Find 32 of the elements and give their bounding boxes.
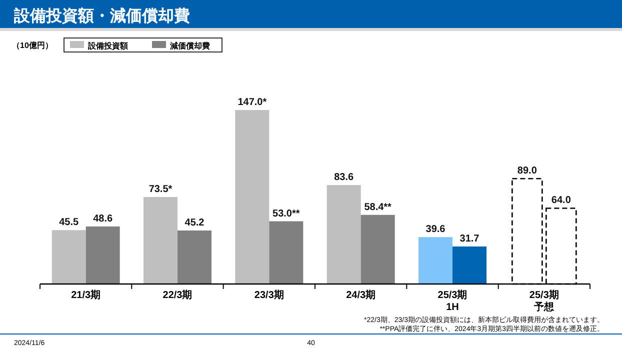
x-tick-label: 22/3期: [162, 289, 192, 301]
x-tick-label: 21/3期: [71, 289, 101, 301]
bar: [144, 197, 178, 284]
bar: [269, 221, 304, 284]
data-label: 64.0: [551, 195, 572, 206]
data-label: 83.6: [334, 172, 354, 184]
legend-label: 減価償却費: [169, 42, 210, 50]
bar: [326, 185, 361, 284]
x-tick-label: 25/3期 1H: [438, 289, 468, 313]
data-label: 89.0: [517, 166, 538, 177]
data-label: 48.6: [93, 213, 113, 224]
data-label: 147.0*: [238, 97, 267, 108]
text: （10億円）: [12, 41, 53, 50]
bar: [418, 237, 452, 284]
chart-title: 設備投資額・減価償却費: [13, 7, 190, 25]
bar: [452, 246, 486, 284]
x-tick-label: 25/3期予想: [529, 289, 559, 313]
bar: [52, 230, 86, 284]
data-label: 73.5*: [148, 184, 172, 195]
bar: [86, 226, 120, 284]
data-label: 39.6: [426, 224, 446, 236]
bar: [178, 230, 212, 284]
bar: [360, 214, 395, 284]
data-label: 45.2: [184, 218, 205, 228]
x-tick-label: 24/3期: [346, 289, 376, 301]
data-label: 31.7: [460, 233, 480, 244]
data-label: 58.4**: [364, 202, 392, 213]
x-tick-label: 23/3期: [254, 289, 284, 301]
data-label: 45.5: [59, 217, 79, 228]
bar: [235, 110, 270, 284]
data-label: 53.0**: [272, 208, 300, 220]
legend-label: 設備投資額: [87, 42, 128, 50]
